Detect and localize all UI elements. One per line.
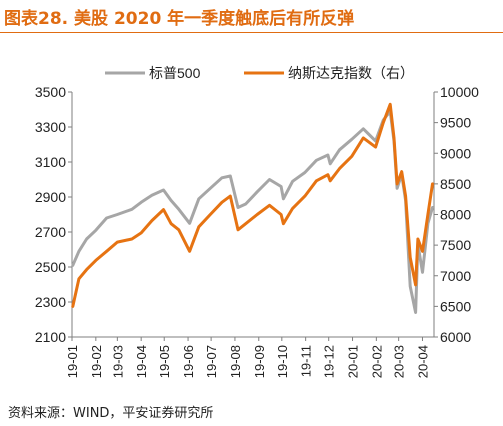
y-right-tick-label: 6500 <box>440 298 471 314</box>
x-tick-label: 19-07 <box>204 345 219 378</box>
y-left-tick-label: 3300 <box>35 119 66 135</box>
y-right-tick-label: 8000 <box>440 207 471 223</box>
x-tick-label: 19-04 <box>134 345 149 378</box>
source-note: 资料来源：WIND，平安证券研究所 <box>8 406 214 421</box>
y-right-tick-label: 9000 <box>440 145 471 161</box>
x-tick-label: 20-01 <box>346 345 361 378</box>
title-divider <box>0 32 503 33</box>
x-tick-label: 20-03 <box>392 345 407 378</box>
y-right-tick-label: 8500 <box>440 176 471 192</box>
nasdaq-line <box>71 102 434 308</box>
x-tick-label: 19-12 <box>322 345 337 378</box>
legend-nasdaq-label: 纳斯达克指数（右） <box>288 65 414 81</box>
y-left-tick-label: 3500 <box>35 84 66 100</box>
x-tick-label: 19-02 <box>89 345 104 378</box>
y-left-tick-label: 2500 <box>35 259 66 275</box>
y-right-tick-label: 7500 <box>440 237 471 253</box>
x-tick-label: 19-10 <box>275 345 290 378</box>
axes: 2100 2300 2500 2700 2900 3100 3300 3500 6000 6500… <box>35 84 479 378</box>
x-tick-label: 19-03 <box>110 345 125 378</box>
y-left-tick-label: 2300 <box>35 294 66 310</box>
x-tick-label: 19-11 <box>299 345 314 377</box>
legend-sp500-label: 标普500 <box>149 65 201 81</box>
y-left-tick-label: 2700 <box>35 224 66 240</box>
y-right-tick-label: 6000 <box>440 329 471 345</box>
x-tick-label: 20-04 <box>415 345 430 378</box>
y-right-tick-label: 10000 <box>440 84 479 100</box>
x-tick-label: 19-05 <box>157 345 172 378</box>
x-tick-label: 20-02 <box>369 345 384 378</box>
y-left-tick-label: 3100 <box>35 154 66 170</box>
y-right-tick-label: 9500 <box>440 115 471 131</box>
y-right-tick-label: 7000 <box>440 268 471 284</box>
y-left-tick-label: 2100 <box>35 329 66 345</box>
chart-title: 图表28. 美股 2020 年一季度触底后有所反弹 <box>4 9 355 29</box>
x-tick-label: 19-09 <box>252 345 267 378</box>
x-tick-label: 19-01 <box>65 345 80 378</box>
x-tick-label: 19-06 <box>181 345 196 378</box>
y-left-tick-label: 2900 <box>35 189 66 205</box>
x-tick-label: 19-08 <box>228 345 243 378</box>
legend: 标普500 纳斯达克指数（右） <box>105 65 414 81</box>
series-lines <box>71 102 434 314</box>
